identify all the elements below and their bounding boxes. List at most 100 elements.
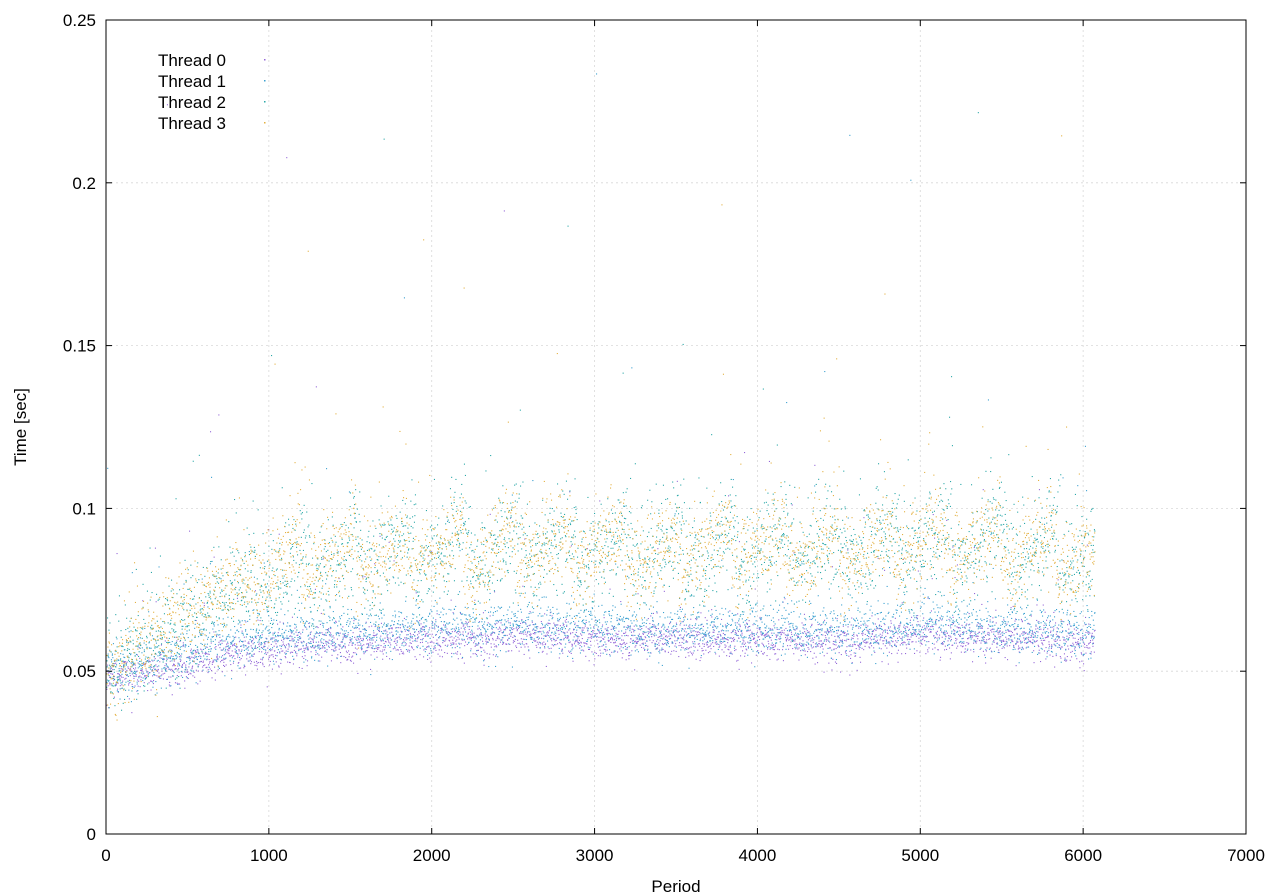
data-point: [187, 657, 189, 659]
data-point: [265, 586, 267, 588]
data-point: [871, 615, 873, 617]
data-point: [218, 641, 220, 643]
data-point: [572, 639, 574, 641]
data-point: [137, 685, 139, 687]
data-point: [1048, 643, 1050, 645]
data-point: [912, 641, 914, 643]
data-point: [536, 626, 538, 628]
data-point: [680, 622, 682, 624]
data-point: [346, 621, 348, 623]
data-point: [951, 624, 953, 626]
data-point: [361, 645, 363, 647]
data-point: [922, 639, 924, 641]
data-point: [262, 657, 264, 659]
data-point: [618, 623, 620, 625]
data-point: [524, 629, 526, 631]
data-point: [290, 645, 292, 647]
data-point: [570, 633, 572, 635]
data-point: [112, 669, 114, 671]
data-point: [785, 627, 787, 629]
data-point: [818, 640, 820, 642]
data-point: [123, 664, 125, 666]
data-point: [446, 652, 448, 654]
data-point: [851, 617, 853, 619]
data-point: [376, 656, 378, 658]
data-point: [220, 649, 222, 651]
data-point: [332, 641, 334, 643]
data-point: [744, 452, 746, 454]
data-point: [195, 656, 197, 658]
data-point: [384, 630, 386, 632]
data-point: [483, 649, 485, 651]
data-point: [158, 672, 160, 674]
data-point: [362, 651, 364, 653]
data-point: [366, 636, 368, 638]
data-point: [548, 648, 550, 650]
data-point: [522, 631, 524, 633]
data-point: [856, 635, 858, 637]
data-point: [332, 611, 334, 613]
data-point: [486, 617, 488, 619]
data-point: [268, 629, 270, 631]
data-point: [174, 668, 176, 670]
data-point: [897, 661, 899, 663]
data-point: [900, 630, 902, 632]
data-point: [721, 629, 723, 631]
data-point: [138, 676, 140, 678]
data-point: [808, 648, 810, 650]
data-point: [328, 639, 330, 641]
data-point: [589, 637, 591, 639]
data-point: [1084, 624, 1086, 626]
data-point: [471, 633, 473, 635]
data-point: [135, 671, 137, 673]
data-point: [274, 641, 276, 643]
data-point: [125, 663, 127, 665]
data-point: [169, 669, 171, 671]
data-point: [334, 622, 336, 624]
data-point: [698, 643, 700, 645]
data-point: [858, 645, 860, 647]
data-point: [1064, 659, 1066, 661]
data-point: [116, 553, 118, 555]
data-point: [526, 616, 528, 618]
data-point: [516, 617, 518, 619]
data-point: [598, 605, 600, 607]
data-point: [1063, 639, 1065, 641]
data-point: [699, 632, 701, 634]
data-point: [342, 626, 344, 628]
data-point: [107, 664, 109, 666]
data-point: [281, 628, 283, 630]
data-point: [720, 641, 722, 643]
data-point: [238, 641, 240, 643]
data-point: [794, 640, 796, 642]
data-point: [1047, 635, 1049, 637]
data-point: [259, 637, 261, 639]
data-point: [870, 642, 872, 644]
data-point: [184, 669, 186, 671]
data-point: [746, 649, 748, 651]
data-point: [719, 633, 721, 635]
data-point: [236, 597, 238, 599]
data-point: [655, 643, 657, 645]
data-point: [813, 639, 815, 641]
data-point: [364, 629, 366, 631]
data-point: [271, 627, 273, 629]
data-point: [861, 633, 863, 635]
data-point: [798, 659, 800, 661]
data-point: [622, 643, 624, 645]
data-point: [124, 657, 126, 659]
data-point: [291, 616, 293, 618]
data-point: [144, 663, 146, 665]
data-point: [348, 656, 350, 658]
data-point: [711, 637, 713, 639]
data-point: [222, 659, 224, 661]
data-point: [145, 669, 147, 671]
data-point: [327, 629, 329, 631]
data-point: [1053, 639, 1055, 641]
data-point: [531, 620, 533, 622]
data-point: [107, 656, 109, 658]
data-point: [426, 620, 428, 622]
data-point: [344, 636, 346, 638]
data-point: [1069, 644, 1071, 646]
data-point: [733, 637, 735, 639]
